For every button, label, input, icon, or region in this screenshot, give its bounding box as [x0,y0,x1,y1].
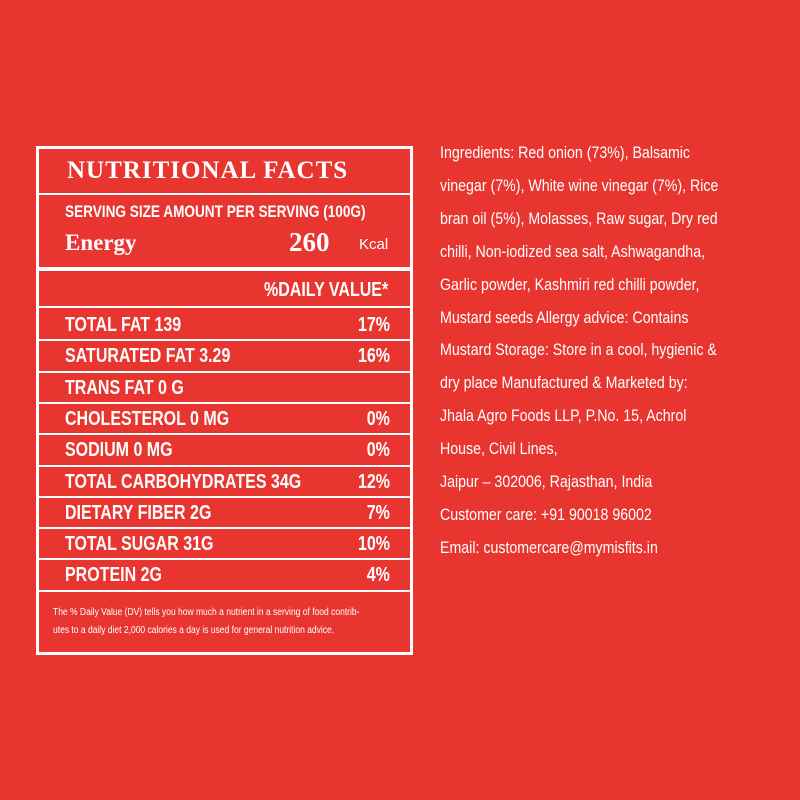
ingredient-line: chilli, Non-iodized sea salt, Ashwagandh… [440,242,706,261]
divider [39,558,410,561]
daily-value-header: %DAILY VALUE* [264,279,389,301]
ingredient-line: dry place Manufactured & Marketed by: [440,374,688,393]
nutrient-label: PROTEIN 2G [65,564,162,587]
nutrient-label: TRANS FAT 0 G [65,376,184,399]
divider [39,433,410,436]
daily-value: 12% [357,470,390,493]
divider [39,464,410,467]
energy-unit: Kcal [359,236,389,253]
ingredient-line: Customer care: +91 90018 96002 [440,505,652,524]
ingredient-line: Mustard seeds Allergy advice: Contains [440,308,689,327]
nutrient-label: DIETARY FIBER 2G [65,501,212,524]
title: NUTRITIONAL FACTS [67,157,349,184]
daily-value: 10% [357,533,390,556]
ingredient-line: Mustard Storage: Store in a cool, hygien… [440,341,717,360]
footnote: The % Daily Value (DV) tells you how muc… [53,607,360,618]
daily-value: 0% [366,407,390,430]
energy-value: 260 [289,227,330,257]
divider [39,527,410,530]
nutrient-label: SODIUM 0 MG [65,439,173,462]
ingredient-line: Garlic powder, Kashmiri red chilli powde… [440,275,700,294]
ingredient-line: Email: customercare@mymisfits.in [440,538,658,557]
nutrient-label: SATURATED FAT 3.29 [65,345,231,368]
serving: SERVING SIZE AMOUNT PER SERVING (100G) [65,202,366,221]
daily-value: 17% [357,314,390,336]
divider [39,495,410,498]
divider [39,401,410,404]
nutrition-panel: NUTRITIONAL FACTS SERVING SIZE AMOUNT PE… [36,146,413,655]
nutrient-label: CHOLESTEROL 0 MG [65,407,230,430]
daily-value: 0% [366,439,390,462]
energy-label: Energy [65,230,137,255]
daily-value: 16% [357,345,390,368]
ingredient-line: bran oil (5%), Molasses, Raw sugar, Dry … [440,209,718,228]
divider [39,370,410,373]
ingredient-line: Jaipur – 302006, Rajasthan, India [440,473,653,491]
nutrient-label: TOTAL FAT 139 [65,314,182,336]
ingredient-line: House, Civil Lines, [440,440,558,459]
nutrient-label: TOTAL SUGAR 31G [65,533,214,556]
divider [39,589,410,592]
ingredient-line: Ingredients: Red onion (73%), Balsamic [440,144,691,162]
divider [39,339,410,342]
ingredient-line: Jhala Agro Foods LLP, P.No. 15, Achrol [440,407,687,426]
daily-value: 7% [366,501,390,524]
divider [39,306,410,308]
divider [39,267,410,271]
divider [39,193,410,195]
daily-value: 4% [366,564,390,587]
nutrient-label: TOTAL CARBOHYDRATES 34G [65,470,302,493]
ingredient-line: vinegar (7%), White wine vinegar (7%), R… [440,176,719,195]
footnote: utes to a daily diet 2,000 calories a da… [53,625,335,636]
